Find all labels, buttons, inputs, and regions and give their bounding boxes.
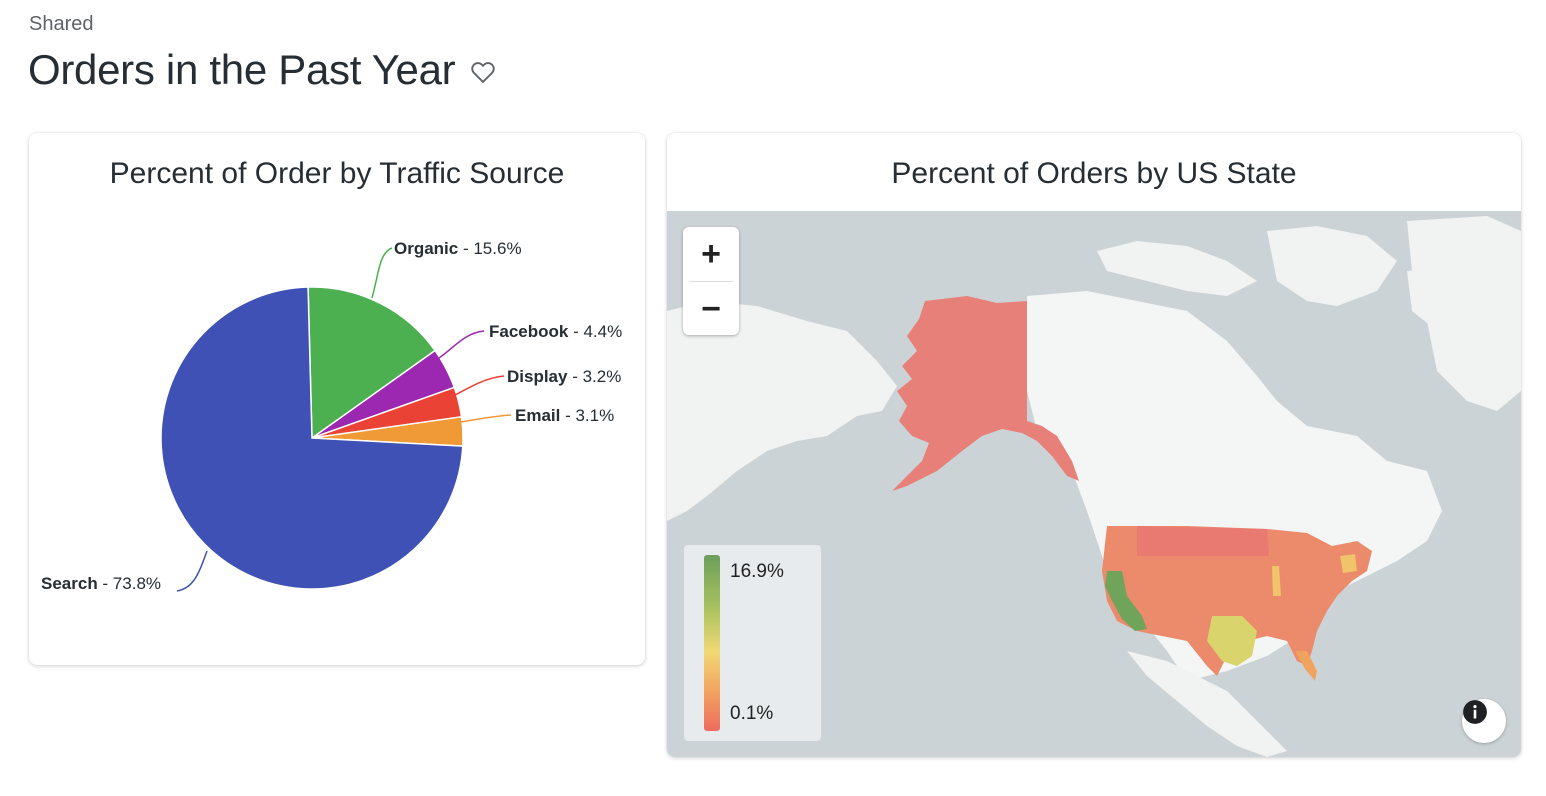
pie-label-search: Search - 73.8%	[41, 574, 161, 593]
map-canvas	[667, 216, 1521, 757]
legend-max-label: 16.9%	[730, 561, 784, 582]
state-texas	[1207, 616, 1257, 666]
zoom-in-button[interactable]: +	[701, 234, 721, 273]
pie-label-facebook: Facebook - 4.4%	[489, 322, 622, 341]
land-siberia	[667, 301, 897, 521]
pie-card-title: Percent of Order by Traffic Source	[109, 157, 565, 190]
pie-label-organic: Organic - 15.6%	[394, 239, 522, 258]
page-title: Orders in the Past Year	[28, 46, 456, 93]
state-new-york	[1340, 554, 1357, 573]
pie-slice-search[interactable]	[160, 286, 464, 590]
pie-leader-organic	[371, 247, 393, 299]
pie-leader-search	[176, 550, 208, 592]
land-mexico	[1127, 651, 1287, 757]
state-california	[1105, 571, 1147, 631]
zoom-out-button[interactable]: −	[701, 289, 721, 328]
breadcrumb[interactable]: Shared	[29, 13, 94, 35]
state-alaska	[892, 296, 1079, 491]
pie-leader-facebook	[438, 330, 485, 359]
map-card-title: Percent of Orders by US State	[891, 157, 1297, 190]
zoom-control: + −	[683, 227, 739, 335]
pie-label-display: Display - 3.2%	[507, 367, 621, 386]
pie-leader-display	[454, 375, 505, 396]
land-arctic-islands	[1097, 226, 1487, 331]
map-legend: 16.9% 0.1%	[684, 545, 821, 741]
us-state-map[interactable]: + − 16.9% 0.1%	[667, 211, 1521, 757]
zoom-divider	[689, 281, 733, 282]
pie-label-email: Email - 3.1%	[515, 406, 614, 425]
pie-chart: Organic - 15.6% Facebook - 4.4% Display - …	[41, 239, 622, 593]
title-row: Orders in the Past Year	[28, 46, 497, 94]
state-florida	[1295, 651, 1317, 681]
map-card: Percent of Orders by US State + −	[667, 133, 1521, 757]
heart-outline-icon[interactable]	[469, 58, 497, 86]
pie-chart-card: Percent of Order by Traffic Source Organ…	[29, 133, 645, 665]
legend-min-label: 0.1%	[730, 703, 774, 724]
info-icon[interactable]	[1462, 699, 1506, 743]
state-northern-tier	[1137, 526, 1269, 556]
state-illinois	[1272, 566, 1281, 596]
land-greenland	[1407, 216, 1521, 411]
pie-leader-email	[460, 414, 512, 423]
pie-slice-organic[interactable]	[307, 286, 437, 440]
legend-gradient-bar	[704, 555, 720, 731]
us-contiguous	[1102, 526, 1372, 676]
